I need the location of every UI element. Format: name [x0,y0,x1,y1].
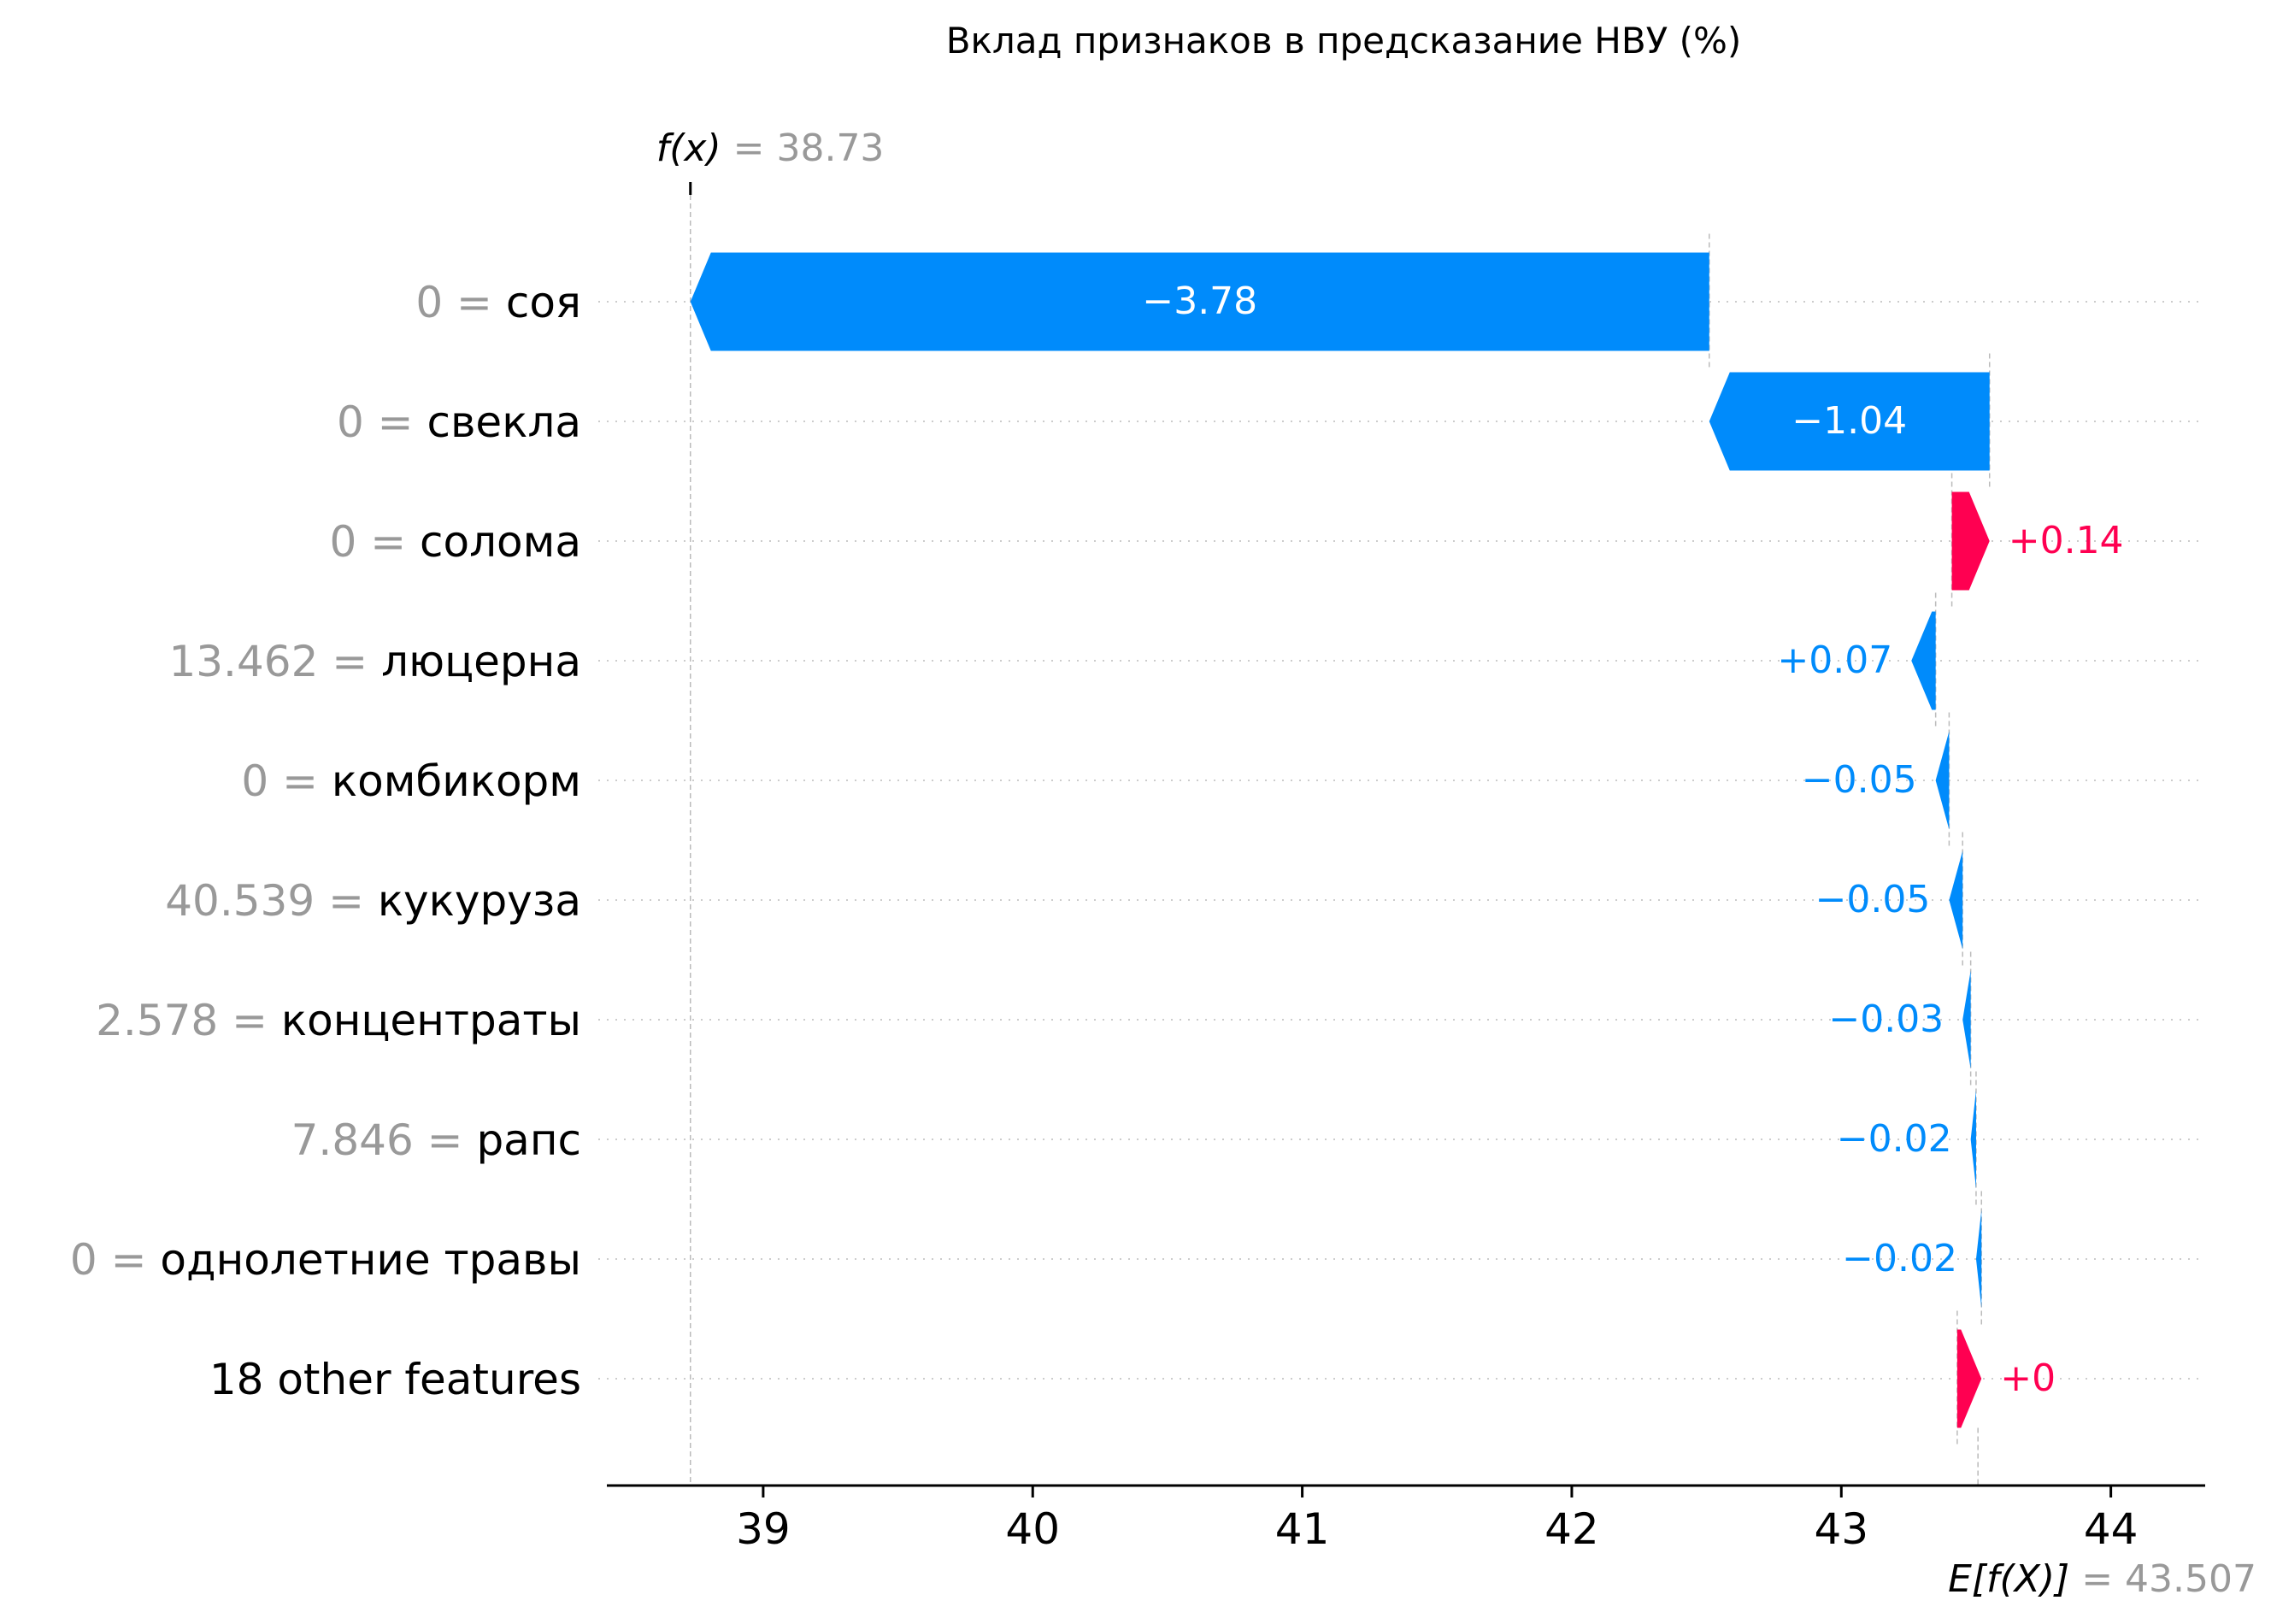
value-label: −3.78 [1142,279,1257,323]
x-tick-label: 42 [1544,1504,1599,1554]
feature-value: 0 = [241,756,332,806]
feature-label: 13.462 = люцерна [168,637,581,686]
value-label: −0.02 [1837,1117,1952,1161]
feature-value: 13.462 = [168,637,381,686]
bar-4 [1911,611,1936,710]
value-label: +0.14 [2009,519,2124,562]
bar-10 [1956,1329,1982,1428]
fx-value: = 38.73 [733,127,885,170]
value-label: −0.02 [1842,1237,1957,1280]
feature-name: свекла [427,397,581,447]
bar-8 [1970,1090,1976,1189]
feature-name: однолетние травы [160,1235,581,1285]
feature-name: люцерна [381,637,581,686]
bars: −3.78 −1.04 +0.14 +0.07 −0.05 −0.05 −0.03 −0.02… [690,252,2124,1428]
bar-5 [1935,731,1950,830]
fx-label: f(x) = 38.73 [656,127,885,170]
value-label: −0.05 [1815,878,1931,921]
feature-label: 2.578 = концентраты [96,996,581,1045]
feature-value: 40.539 = [165,876,378,926]
x-tick-label: 39 [736,1504,791,1554]
value-label: +0 [2000,1356,2056,1400]
bar-1 [690,252,1709,351]
feature-name: соя [506,278,581,327]
feature-label: 0 = соя [415,278,581,327]
feature-value: 0 = [415,278,506,327]
bar-6 [1949,850,1963,950]
feature-value: 7.846 = [291,1115,477,1165]
value-label: −0.03 [1828,997,1944,1041]
x-tick-label: 44 [2084,1504,2139,1554]
feature-value: 0 = [337,397,427,447]
feature-value: 0 = [330,517,421,567]
feature-value: 2.578 = [96,996,281,1045]
value-label: −0.05 [1802,758,1917,802]
feature-name: 18 other features [209,1355,581,1404]
feature-label: 0 = однолетние травы [70,1235,581,1285]
feature-label: 0 = комбикорм [241,756,581,806]
x-tick-label: 40 [1005,1504,1060,1554]
bar-3 [1951,491,1990,591]
bar-2 [1709,372,1990,471]
x-axis: 39 40 41 42 43 44 [607,1484,2205,1554]
feature-value: 0 = [70,1235,161,1285]
feature-name: кукуруза [378,876,581,926]
feature-label: 7.846 = рапс [291,1115,581,1165]
feature-label: 0 = солома [330,517,582,567]
feature-name: комбикорм [332,756,581,806]
x-tick-label: 41 [1275,1504,1330,1554]
value-label: +0.07 [1777,638,1892,682]
value-label: −1.04 [1792,399,1907,443]
feature-name: рапс [476,1115,581,1165]
feature-label: 0 = свекла [337,397,581,447]
bar-9 [1975,1209,1982,1309]
base-label: E[f(X)] = 43.507 [1948,1557,2256,1601]
feature-name: концентраты [281,996,581,1045]
feature-label: 40.539 = кукуруза [165,876,581,926]
bar-7 [1962,970,1971,1069]
base-value: = 43.507 [2081,1557,2256,1601]
feature-name: солома [420,517,581,567]
fx-name: f(x) [656,127,733,170]
base-name: E[f(X)] [1948,1557,2081,1601]
chart-title: Вклад признаков в предсказание НВУ (%) [946,20,1742,62]
x-tick-label: 43 [1814,1504,1868,1554]
feature-label: 18 other features [209,1355,581,1404]
